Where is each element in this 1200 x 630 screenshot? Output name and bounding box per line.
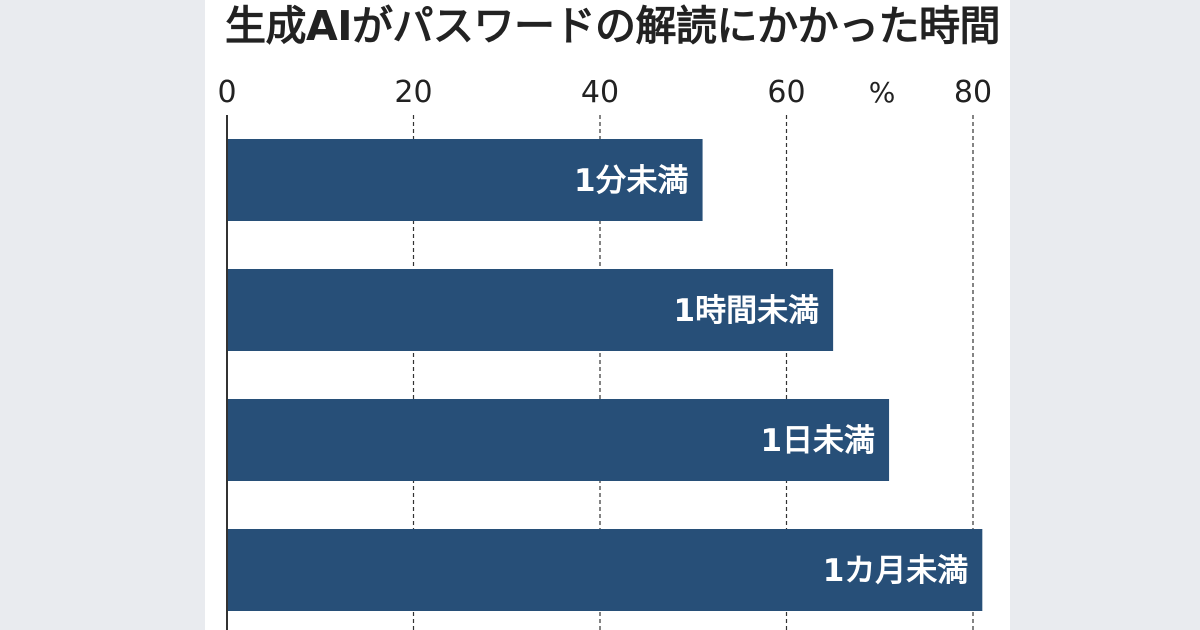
bar-label: 1日未満 <box>760 423 875 459</box>
bar <box>227 139 703 221</box>
bar-label: 1分未満 <box>574 163 689 199</box>
x-tick-label: 60 <box>767 75 805 110</box>
bars: 1分未満 1時間未満 1日未満 1カ月未満 <box>227 139 983 611</box>
bar-label: 1カ月未満 <box>823 553 969 589</box>
chart-title: 生成AIがパスワードの解読にかかった時間 <box>225 2 1000 50</box>
x-tick-label: 20 <box>394 75 432 110</box>
bar-chart: 0 20 40 60 80 % 1分未満 1時間未満 1日未満 1カ月未満 <box>217 75 992 630</box>
x-tick-label: 40 <box>581 75 619 110</box>
bar-label: 1時間未満 <box>674 293 820 329</box>
x-axis-ticks: 0 20 40 60 80 <box>217 75 992 110</box>
x-tick-label: 0 <box>217 75 236 110</box>
chart-panel: 生成AIがパスワードの解読にかかった時間 0 20 40 60 80 % 1分未満 1時間… <box>205 0 1010 630</box>
bar <box>227 269 834 351</box>
unit-label: % <box>869 76 896 109</box>
bar <box>227 399 890 481</box>
bar <box>227 529 983 611</box>
x-tick-label: 80 <box>954 75 992 110</box>
